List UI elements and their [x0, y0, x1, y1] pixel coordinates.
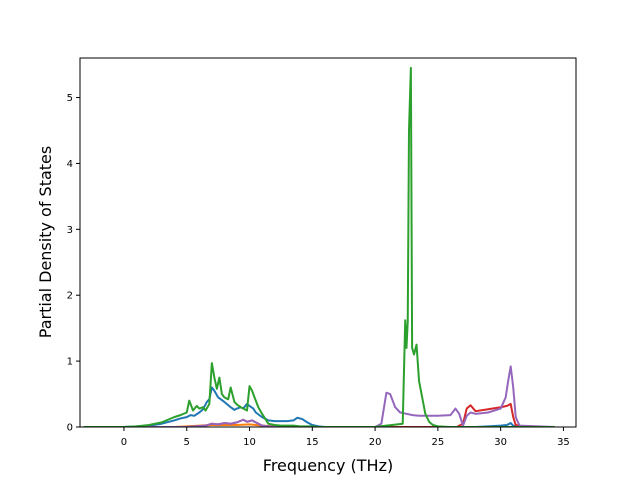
- series-line-1: [83, 423, 555, 427]
- x-tick-label: 35: [557, 437, 570, 448]
- x-tick-label: 5: [184, 437, 190, 448]
- y-tick-label: 1: [67, 357, 73, 368]
- y-tick-label: 2: [67, 291, 73, 302]
- series-line-3: [83, 365, 555, 427]
- series-line-0: [83, 386, 555, 427]
- y-axis-ticks: 0 1 2 3 4 5: [67, 93, 80, 434]
- x-tick-label: 30: [494, 437, 507, 448]
- y-tick-label: 5: [67, 93, 73, 104]
- x-axis-label: Frequency (THz): [263, 456, 393, 475]
- y-axis-label: Partial Density of States: [36, 146, 55, 338]
- x-tick-label: 25: [432, 437, 445, 448]
- x-tick-label: 0: [121, 437, 127, 448]
- plot-frame: [79, 57, 577, 428]
- series-line-4: [83, 66, 555, 427]
- series-lines: [83, 66, 555, 427]
- x-tick-label: 20: [369, 437, 382, 448]
- y-tick-label: 3: [67, 225, 73, 236]
- y-tick-label: 0: [67, 423, 73, 434]
- x-axis-ticks: 0 5 10 15 20 25 30 35: [121, 427, 570, 448]
- x-tick-label: 10: [243, 437, 256, 448]
- y-tick-label: 4: [67, 159, 73, 170]
- x-tick-label: 15: [306, 437, 319, 448]
